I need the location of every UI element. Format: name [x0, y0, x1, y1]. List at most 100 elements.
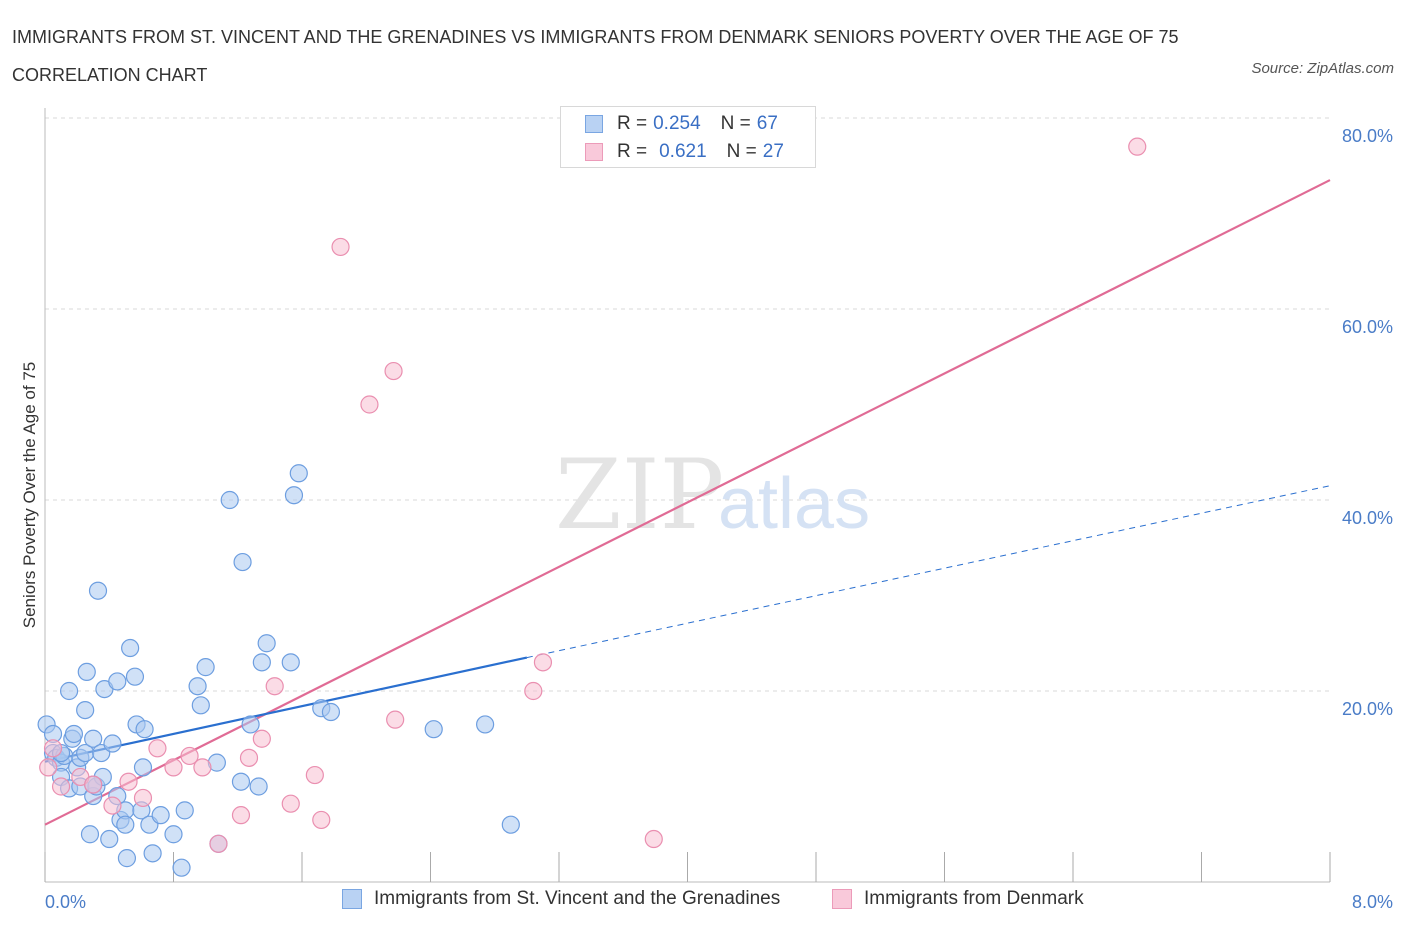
point-pink [239, 748, 259, 767]
watermark-atlas: atlas [718, 464, 870, 544]
point-blue [151, 806, 170, 825]
point-blue [233, 552, 252, 572]
point-blue [188, 677, 207, 696]
point-pink [524, 681, 543, 701]
point-blue [191, 696, 210, 715]
legend-r-value: 0.254 [653, 113, 701, 134]
series-swatch-pink [832, 889, 852, 909]
point-blue [241, 715, 260, 734]
point-blue [88, 581, 108, 600]
series-legend-item-pink: Immigrants from Denmark [832, 888, 1084, 910]
y-tick-label: 40.0% [1342, 508, 1393, 528]
point-pink [119, 772, 138, 791]
point-blue [196, 658, 215, 677]
series-name-blue: Immigrants from St. Vincent and the Gren… [374, 888, 781, 909]
point-pink [84, 775, 103, 794]
point-pink [148, 739, 167, 758]
point-blue [125, 667, 145, 686]
point-blue [80, 825, 100, 844]
point-blue [133, 758, 153, 777]
point-blue [252, 653, 271, 672]
legend-swatch-pink [585, 143, 603, 161]
point-blue [103, 734, 122, 753]
legend-r-value: 0.621 [659, 141, 707, 162]
trend-line-blue [44, 656, 528, 763]
series-legend-item-blue: Immigrants from St. Vincent and the Gren… [342, 888, 780, 910]
series-legend: Immigrants from St. Vincent and the Gren… [0, 888, 1406, 918]
point-pink [193, 758, 212, 777]
point-blue [64, 724, 84, 744]
x-tick-label: 0.0% [45, 892, 86, 912]
point-blue [231, 772, 251, 791]
point-pink [384, 361, 403, 381]
point-pink [43, 739, 63, 758]
point-blue [289, 464, 308, 483]
point-blue [175, 801, 194, 820]
point-pink [360, 395, 379, 414]
x-tick-label: 8.0% [1352, 892, 1393, 912]
point-pink [252, 729, 271, 748]
point-blue [143, 844, 162, 863]
point-pink [51, 777, 71, 796]
point-pink [331, 237, 350, 257]
point-blue [249, 777, 268, 796]
point-pink [533, 653, 553, 672]
point-blue [116, 815, 135, 834]
point-pink [312, 810, 331, 830]
legend-row-blue: R = 0.254 N = 67 [585, 112, 778, 136]
point-pink [265, 677, 284, 696]
legend-n-value: 27 [762, 141, 784, 162]
point-pink [386, 710, 405, 729]
series-name-pink: Immigrants from Denmark [864, 888, 1084, 909]
legend: R = 0.254 N = 67 R = 0.621 N = 27 [560, 106, 816, 168]
legend-r-label: R = [617, 113, 648, 134]
legend-row-pink: R = 0.621 N = 27 [585, 140, 784, 164]
point-blue [220, 490, 239, 510]
y-tick-label: 80.0% [1342, 126, 1393, 146]
point-pink [1128, 137, 1147, 156]
point-pink [281, 794, 300, 813]
point-pink [209, 834, 228, 853]
point-pink [39, 758, 58, 777]
legend-n-label: N = [720, 113, 751, 134]
legend-n-value: 67 [756, 113, 778, 134]
point-blue [281, 653, 300, 672]
point-blue [257, 634, 276, 653]
gridlines [45, 117, 1330, 692]
trend-lines [44, 179, 1331, 826]
point-blue [424, 720, 443, 739]
trend-line-blue-extension [526, 485, 1331, 659]
point-blue [100, 829, 119, 849]
point-blue [121, 638, 140, 658]
point-blue [108, 672, 127, 691]
point-blue [77, 662, 96, 682]
series-swatch-blue [342, 889, 362, 909]
y-axis-label: Seniors Poverty Over the Age of 75 [20, 362, 39, 628]
watermark: ZIP atlas [555, 439, 870, 551]
trend-line-pink [44, 179, 1331, 826]
legend-swatch-blue [585, 115, 603, 133]
point-blue [76, 700, 95, 720]
point-blue [84, 729, 103, 748]
point-blue [135, 720, 154, 739]
legend-r-label: R = [617, 141, 648, 162]
point-blue [117, 849, 137, 868]
point-pink [103, 796, 122, 815]
point-blue [172, 858, 191, 877]
watermark-zip: ZIP [555, 439, 724, 551]
y-tick-label: 20.0% [1342, 699, 1393, 719]
y-tick-label: 60.0% [1342, 317, 1393, 337]
point-pink [644, 829, 663, 849]
point-pink [305, 765, 324, 785]
tick-labels: 20.0% 40.0% 60.0% 80.0% 0.0% 8.0% [45, 126, 1393, 912]
point-pink [164, 758, 183, 777]
point-blue [321, 702, 341, 722]
point-pink [180, 746, 199, 766]
legend-n-label: N = [726, 141, 757, 162]
point-blue [59, 681, 79, 701]
point-blue [284, 486, 304, 505]
chart-title: IMMIGRANTS FROM ST. VINCENT AND THE GREN… [12, 27, 1179, 85]
data-points [37, 137, 1147, 877]
point-blue [164, 825, 183, 844]
